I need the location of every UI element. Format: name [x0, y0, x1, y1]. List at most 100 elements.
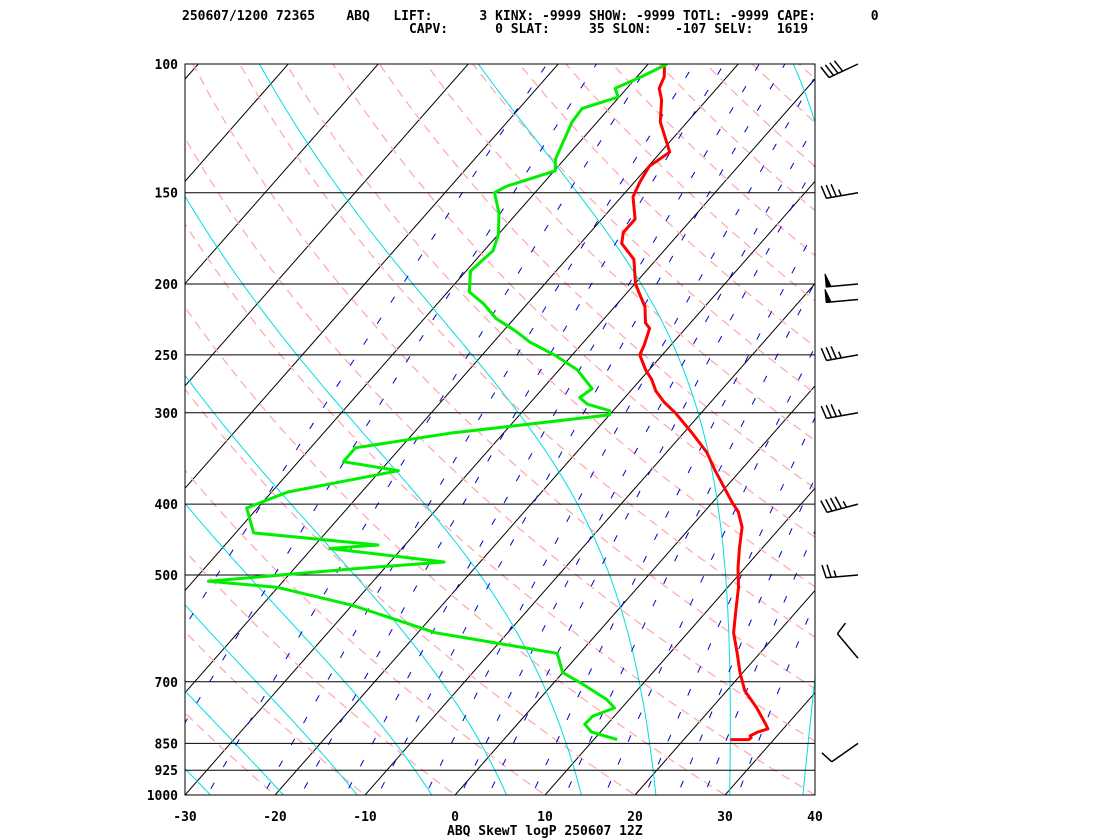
dry-adiabat-line [612, 64, 815, 257]
pressure-tick-label: 925 [155, 764, 178, 779]
wind-barbs [820, 60, 859, 763]
pressure-tick-label: 500 [155, 569, 179, 584]
barb-staff [836, 633, 859, 659]
dry-adiabat-line [425, 64, 815, 442]
dry-adiabat-line [185, 306, 727, 795]
pressure-tick-label: 1000 [147, 789, 178, 804]
mixing-ratio-line [676, 476, 815, 795]
barb-staff [831, 742, 859, 763]
moist-adiabat-line [185, 604, 358, 795]
barb-half-feather [842, 500, 848, 508]
barb-feather [830, 404, 838, 417]
wind-barb [820, 183, 859, 200]
temperature-tick-label: 40 [807, 810, 823, 825]
dry-adiabat-line [798, 64, 815, 80]
mixing-ratio-line [604, 345, 815, 795]
pressure-tick-label: 250 [155, 349, 179, 364]
pressure-tick-label: 200 [155, 278, 179, 293]
barb-feather [824, 498, 833, 512]
moist-adiabat-line [0, 64, 81, 811]
moist-adiabat-line [259, 64, 657, 795]
dry-adiabat-line [751, 64, 815, 124]
isotherm-line [185, 64, 289, 183]
barb-staff [826, 354, 859, 362]
dry-adiabat-line [565, 64, 815, 302]
mixing-ratio-line [377, 64, 786, 795]
dry-adiabat-line [939, 64, 1120, 811]
chart-title: ABQ SkewT logP 250607 12Z [447, 824, 643, 839]
dry-adiabat-line [185, 222, 815, 795]
dry-adiabat-line [185, 630, 367, 795]
barb-feather [820, 185, 828, 199]
pressure-tick-label: 850 [155, 737, 179, 752]
barb-feather [825, 404, 833, 418]
barb-feather [836, 622, 847, 635]
barb-staff [826, 412, 859, 420]
isotherm-line [0, 48, 33, 811]
dry-adiabat-line [705, 64, 815, 168]
mixing-ratio-line [185, 64, 597, 724]
wind-barb [824, 273, 859, 288]
wind-barb [824, 289, 859, 304]
dry-adiabat-line [185, 549, 457, 795]
dry-adiabat-line [658, 64, 815, 212]
mixing-ratio-line [424, 75, 815, 795]
wind-barb [820, 60, 859, 79]
barb-feather [821, 564, 827, 578]
moist-adiabat-line [185, 690, 285, 795]
wind-barb [820, 346, 859, 362]
temperature-tick-label: 10 [537, 810, 553, 825]
isotherm-line [814, 794, 815, 795]
mixing-ratio-line [703, 529, 815, 795]
barb-staff [826, 574, 859, 579]
barb-feather [820, 405, 828, 419]
wind-barb [821, 564, 859, 579]
temperature-tick-label: -10 [353, 810, 377, 825]
barb-half-feather [837, 351, 842, 359]
dry-adiabat-line [846, 64, 1120, 811]
pressure-tick-label: 100 [155, 58, 179, 73]
isotherm-line [454, 385, 815, 795]
moist-adiabat-line [185, 502, 433, 795]
plot-frame [184, 63, 816, 796]
dry-adiabat-line [285, 64, 815, 588]
pressure-tick-label: 150 [155, 187, 179, 202]
temperature-tick-label: 30 [717, 810, 733, 825]
isotherm-line [185, 64, 649, 592]
dry-adiabat-line [185, 711, 276, 795]
mixing-ratio-line [564, 281, 815, 795]
mixing-ratio-line [300, 64, 725, 795]
isotherm-line [634, 589, 815, 795]
barb-half-feather [833, 570, 837, 578]
temperature-tick-label: 0 [451, 810, 459, 825]
header-line-2: CAPV: 0 SLAT: 35 SLON: -107 SELV: 1619 [182, 22, 809, 37]
dry-adiabat-line [239, 64, 815, 638]
isotherm-line [185, 64, 199, 80]
isotherm-line [185, 78, 815, 795]
isotherm-line [544, 487, 815, 795]
dry-adiabat-line [185, 388, 637, 795]
isotherm-line [0, 48, 123, 811]
dry-adiabat-line [185, 794, 186, 795]
barb-pennant [824, 289, 832, 303]
temperature-tick-label: -30 [173, 810, 197, 825]
wind-barb [836, 622, 859, 659]
isotherm-line [274, 180, 815, 795]
barb-half-feather [837, 409, 842, 417]
barb-feather [830, 183, 838, 197]
isotherm-line [185, 64, 469, 387]
barb-staff [826, 503, 859, 514]
barb-feather [825, 184, 833, 198]
temperature-trace [620, 64, 770, 742]
isotherm-line [185, 64, 559, 489]
mixing-ratio-line [737, 600, 815, 795]
wind-barb [820, 496, 859, 514]
dry-adiabat-line [472, 64, 815, 395]
isotherm-line [891, 48, 1120, 811]
dry-adiabat-line [518, 64, 815, 348]
header-line-1: 250607/1200 72365 ABQ LIFT: 3 KINX: -999… [182, 9, 879, 24]
sounding-header: 250607/1200 72365 ABQ LIFT: 3 KINX: -999… [0, 0, 1120, 40]
pressure-tick-label: 700 [155, 676, 179, 691]
dewpoint-trace [206, 64, 668, 742]
